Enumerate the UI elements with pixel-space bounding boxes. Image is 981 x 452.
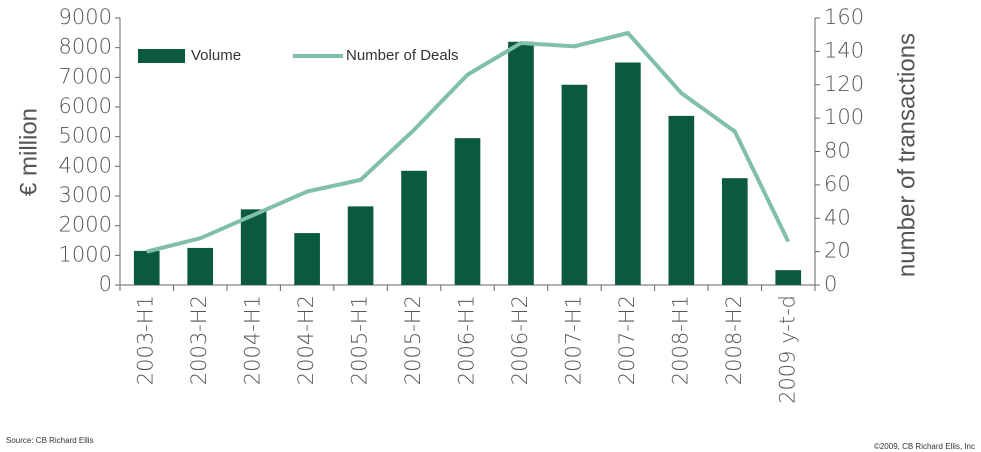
y2-tick-label: 160 [824,5,864,29]
bar [561,84,588,285]
y-tick-label: 0 [99,272,112,296]
y2-axis-label: number of transactions [893,33,920,277]
y-tick-label: 7000 [59,64,112,88]
legend-label: Volume [191,47,241,64]
x-tick-label: 2005-H2 [401,295,425,385]
y-tick-label: 6000 [59,94,112,118]
x-tick-label: 2007-H2 [615,295,639,385]
copyright: ©2009, CB Richard Ellis, Inc [874,442,975,451]
y2-tick-label: 100 [824,105,864,129]
x-tick-label: 2003-H1 [134,295,158,385]
x-tick-label: 2008-H2 [722,295,746,385]
bar [721,178,748,285]
bar [775,270,802,285]
y-axis-label: € million [15,108,42,196]
y2-tick-label: 20 [824,239,851,263]
x-tick-label: 2008-H1 [668,295,692,385]
x-tick-label: 2005-H1 [348,295,372,385]
bar [508,41,534,285]
y2-tick-label: 0 [824,272,837,296]
legend-label: Number of Deals [346,47,459,64]
line-series [146,30,791,254]
bar [133,250,160,285]
bar [294,233,320,285]
x-tick-label: 2004-H1 [241,295,265,385]
bar [615,62,641,285]
y2-tick-label: 140 [824,38,864,62]
y2-tick-label: 120 [824,72,864,96]
y-tick-label: 8000 [59,35,112,59]
y-tick-label: 2000 [59,213,112,237]
y2-tick-label: 80 [824,139,851,163]
bar [668,115,695,286]
source-note: Source: CB Richard Ellis [6,436,94,445]
y2-tick-label: 40 [824,205,851,229]
y-tick-label: 4000 [59,153,112,177]
y-tick-label: 3000 [59,183,112,207]
y-tick-label: 9000 [59,5,112,29]
y-tick-label: 1000 [59,242,112,266]
x-tick-label: 2007-H1 [561,295,585,385]
bar [240,209,267,285]
bar [401,170,427,285]
y2-tick-label: 60 [824,172,851,196]
x-tick-label: 2009 y-t-d [775,295,799,404]
y-tick-label: 5000 [59,124,112,148]
x-tick-label: 2006-H2 [508,295,532,385]
legend-swatch [138,49,185,63]
bar [454,138,481,285]
x-tick-label: 2004-H2 [294,295,318,385]
x-tick-label: 2006-H1 [455,295,479,385]
bar [347,206,374,285]
x-tick-label: 2003-H2 [187,295,211,385]
bar [187,247,214,285]
